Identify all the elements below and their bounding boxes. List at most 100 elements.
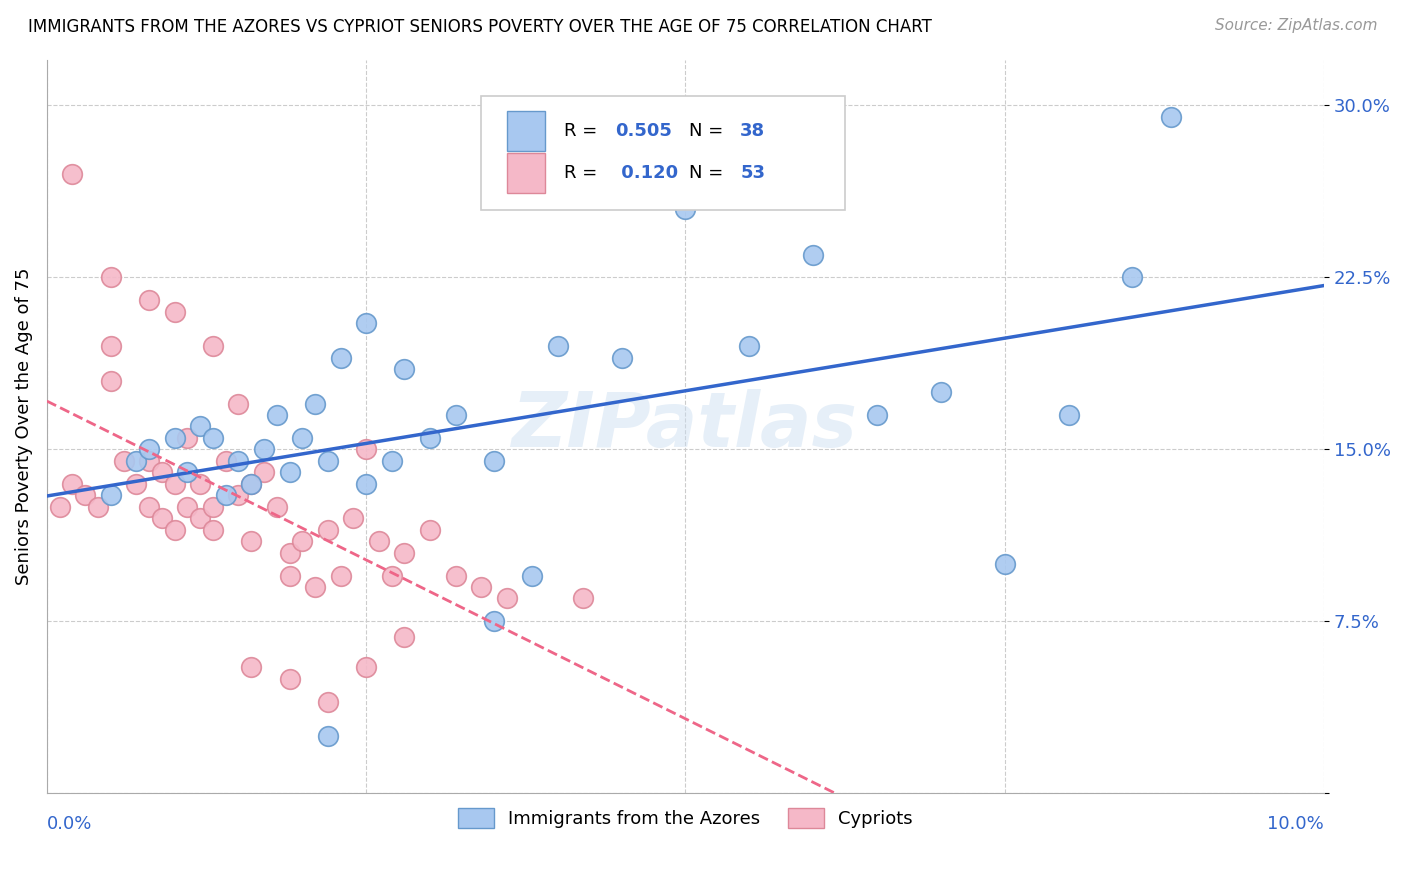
- FancyBboxPatch shape: [506, 153, 546, 194]
- Point: [304, 396, 326, 410]
- Point: [354, 660, 377, 674]
- Point: [240, 534, 263, 549]
- Point: [994, 557, 1017, 571]
- Point: [1160, 110, 1182, 124]
- Point: [125, 454, 148, 468]
- Point: [291, 534, 314, 549]
- Point: [394, 631, 416, 645]
- Text: R =: R =: [564, 122, 603, 140]
- Point: [482, 454, 505, 468]
- Point: [394, 545, 416, 559]
- Point: [176, 500, 198, 514]
- Point: [381, 454, 404, 468]
- Point: [253, 442, 276, 457]
- Point: [367, 534, 389, 549]
- Text: ZIPatlas: ZIPatlas: [512, 390, 859, 464]
- Point: [354, 442, 377, 457]
- Point: [228, 488, 250, 502]
- Point: [444, 408, 467, 422]
- Text: N =: N =: [689, 164, 730, 182]
- Point: [354, 476, 377, 491]
- Text: 0.0%: 0.0%: [46, 815, 93, 833]
- Point: [201, 339, 224, 353]
- Point: [266, 500, 288, 514]
- Point: [866, 408, 889, 422]
- Point: [394, 362, 416, 376]
- Text: 0.120: 0.120: [616, 164, 678, 182]
- Point: [929, 385, 952, 400]
- Point: [150, 511, 173, 525]
- Text: IMMIGRANTS FROM THE AZORES VS CYPRIOT SENIORS POVERTY OVER THE AGE OF 75 CORRELA: IMMIGRANTS FROM THE AZORES VS CYPRIOT SE…: [28, 18, 932, 36]
- Point: [1121, 270, 1143, 285]
- Point: [278, 568, 301, 582]
- Point: [215, 488, 238, 502]
- Point: [87, 500, 110, 514]
- Point: [482, 615, 505, 629]
- Point: [100, 488, 122, 502]
- Text: 10.0%: 10.0%: [1267, 815, 1324, 833]
- Legend: Immigrants from the Azores, Cypriots: Immigrants from the Azores, Cypriots: [451, 800, 920, 836]
- Point: [176, 466, 198, 480]
- Point: [240, 476, 263, 491]
- Point: [75, 488, 97, 502]
- Point: [316, 729, 339, 743]
- Point: [266, 408, 288, 422]
- Point: [100, 374, 122, 388]
- Point: [100, 339, 122, 353]
- Point: [48, 500, 70, 514]
- Point: [163, 305, 186, 319]
- Text: 53: 53: [741, 164, 765, 182]
- Point: [138, 500, 160, 514]
- Point: [1057, 408, 1080, 422]
- Point: [291, 431, 314, 445]
- Text: 38: 38: [741, 122, 765, 140]
- Point: [201, 431, 224, 445]
- Point: [163, 431, 186, 445]
- Point: [100, 270, 122, 285]
- Point: [163, 476, 186, 491]
- Point: [316, 695, 339, 709]
- Point: [62, 476, 84, 491]
- Point: [138, 454, 160, 468]
- Text: N =: N =: [689, 122, 730, 140]
- Point: [520, 568, 543, 582]
- Point: [304, 580, 326, 594]
- Point: [547, 339, 569, 353]
- Point: [354, 316, 377, 330]
- Point: [188, 419, 211, 434]
- Point: [215, 454, 238, 468]
- Point: [228, 454, 250, 468]
- Point: [329, 568, 352, 582]
- Point: [470, 580, 492, 594]
- Point: [62, 167, 84, 181]
- Point: [188, 476, 211, 491]
- Point: [316, 454, 339, 468]
- Text: R =: R =: [564, 164, 603, 182]
- Point: [278, 672, 301, 686]
- Point: [342, 511, 364, 525]
- Point: [419, 431, 441, 445]
- Point: [201, 523, 224, 537]
- Point: [188, 511, 211, 525]
- Point: [228, 396, 250, 410]
- Point: [495, 591, 517, 606]
- Point: [176, 431, 198, 445]
- Point: [610, 351, 633, 365]
- Point: [138, 442, 160, 457]
- Point: [572, 591, 595, 606]
- Point: [163, 523, 186, 537]
- Point: [138, 293, 160, 308]
- Point: [125, 476, 148, 491]
- Point: [329, 351, 352, 365]
- Point: [278, 545, 301, 559]
- Point: [201, 500, 224, 514]
- Point: [673, 202, 696, 216]
- Point: [801, 247, 824, 261]
- Point: [112, 454, 135, 468]
- Point: [738, 339, 761, 353]
- Point: [150, 466, 173, 480]
- Point: [240, 660, 263, 674]
- Point: [381, 568, 404, 582]
- Text: 0.505: 0.505: [616, 122, 672, 140]
- Point: [240, 476, 263, 491]
